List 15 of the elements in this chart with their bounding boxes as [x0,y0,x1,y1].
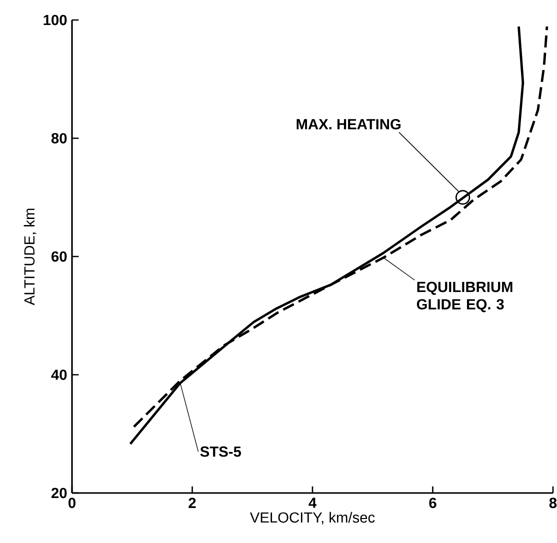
y-tick-label: 40 [51,370,67,380]
y-tick-label: 100 [44,14,67,26]
y-axis-title: ALTITUDE, km [24,208,36,306]
x-tick-label: 8 [549,498,557,508]
x-axis-title: VELOCITY, km/sec [250,512,375,524]
x-tick-label: 2 [188,498,196,508]
x-tick-label: 6 [429,498,436,508]
x-tick-label: 0 [68,498,76,508]
y-tick-label: 20 [51,488,67,498]
x-tick-label: 4 [308,498,316,508]
annotation: MAX. HEATING [296,119,400,130]
text: EQUILIBRIUM GLIDE EQ. 3 [416,282,512,312]
text: STS-5 [200,446,242,457]
y-tick-label: 80 [51,133,67,144]
y-tick-label: 60 [52,251,67,262]
